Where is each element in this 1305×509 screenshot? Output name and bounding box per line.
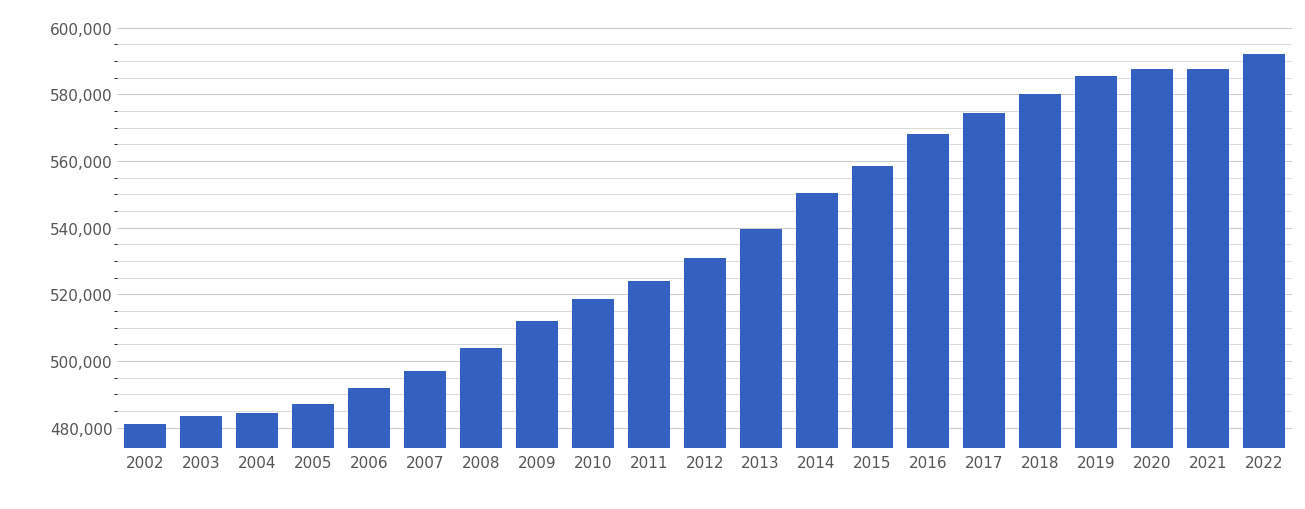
Bar <box>405 372 446 509</box>
Bar <box>796 193 838 509</box>
Bar <box>1242 55 1285 509</box>
Bar <box>236 413 278 509</box>
Bar <box>1131 70 1173 509</box>
Bar <box>515 322 557 509</box>
Bar <box>963 114 1005 509</box>
Bar <box>124 425 167 509</box>
Bar <box>740 230 782 509</box>
Bar <box>907 135 949 509</box>
Bar <box>628 281 669 509</box>
Bar <box>180 416 222 509</box>
Bar <box>572 300 613 509</box>
Bar <box>459 348 502 509</box>
Bar <box>684 258 726 509</box>
Bar <box>1075 77 1117 509</box>
Bar <box>292 405 334 509</box>
Bar <box>1188 70 1229 509</box>
Bar <box>1019 95 1061 509</box>
Bar <box>851 167 894 509</box>
Bar <box>348 388 390 509</box>
